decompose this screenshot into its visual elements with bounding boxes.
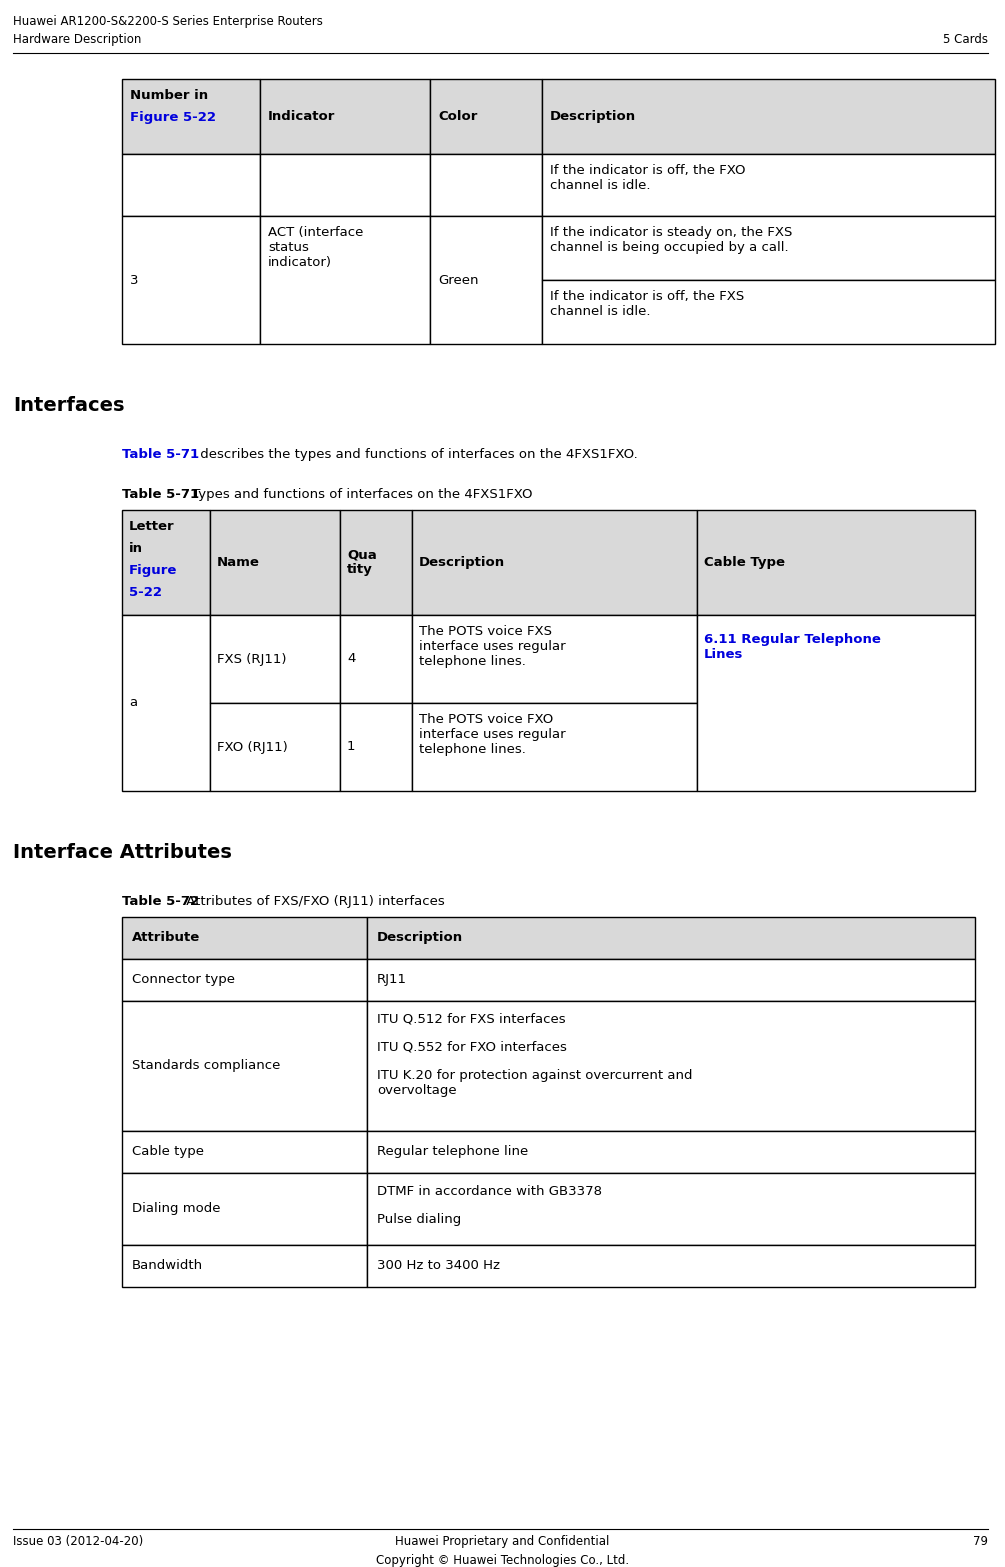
Bar bbox=[542, 280, 995, 345]
Text: The POTS voice FXS
interface uses regular
telephone lines.: The POTS voice FXS interface uses regula… bbox=[419, 625, 566, 668]
Text: Description: Description bbox=[419, 556, 506, 569]
Bar bbox=[260, 216, 430, 345]
Text: Regular telephone line: Regular telephone line bbox=[377, 1145, 529, 1158]
Text: Attributes of FXS/FXO (RJ11) interfaces: Attributes of FXS/FXO (RJ11) interfaces bbox=[182, 895, 445, 907]
Text: Copyright © Huawei Technologies Co., Ltd.: Copyright © Huawei Technologies Co., Ltd… bbox=[376, 1554, 629, 1567]
Bar bbox=[367, 1001, 975, 1131]
Text: If the indicator is steady on, the FXS
channel is being occupied by a call.: If the indicator is steady on, the FXS c… bbox=[550, 226, 792, 254]
Bar bbox=[210, 509, 340, 614]
Text: a: a bbox=[129, 696, 137, 710]
Text: Indicator: Indicator bbox=[268, 110, 336, 122]
Text: 1: 1 bbox=[347, 741, 356, 754]
Text: Number in: Number in bbox=[130, 89, 208, 102]
Bar bbox=[367, 1246, 975, 1287]
Text: 6.11 Regular Telephone
Lines: 6.11 Regular Telephone Lines bbox=[704, 633, 880, 661]
Bar bbox=[367, 1131, 975, 1174]
Text: If the indicator is off, the FXS
channel is idle.: If the indicator is off, the FXS channel… bbox=[550, 290, 745, 318]
Bar bbox=[122, 1174, 367, 1246]
Text: Table 5-71: Table 5-71 bbox=[122, 448, 199, 461]
Text: Letter: Letter bbox=[129, 520, 175, 533]
Text: Green: Green bbox=[438, 274, 478, 287]
Bar bbox=[340, 704, 412, 791]
Bar bbox=[430, 78, 542, 154]
Bar bbox=[367, 1174, 975, 1246]
Bar bbox=[260, 78, 430, 154]
Text: Attribute: Attribute bbox=[132, 931, 200, 945]
Bar bbox=[542, 78, 995, 154]
Text: RJ11: RJ11 bbox=[377, 973, 407, 987]
Text: 79: 79 bbox=[973, 1536, 988, 1548]
Text: FXS (RJ11): FXS (RJ11) bbox=[217, 652, 286, 666]
Text: FXO (RJ11): FXO (RJ11) bbox=[217, 741, 287, 754]
Bar bbox=[122, 509, 210, 614]
Bar bbox=[412, 614, 697, 704]
Text: Bandwidth: Bandwidth bbox=[132, 1260, 203, 1272]
Text: 3: 3 bbox=[130, 274, 139, 287]
Text: Qua
tity: Qua tity bbox=[347, 548, 377, 577]
Text: 5-22: 5-22 bbox=[129, 586, 162, 599]
Bar bbox=[122, 1001, 367, 1131]
Bar bbox=[260, 154, 430, 216]
Bar bbox=[430, 216, 542, 345]
Bar bbox=[430, 154, 542, 216]
Bar bbox=[340, 509, 412, 614]
Text: ITU Q.552 for FXO interfaces: ITU Q.552 for FXO interfaces bbox=[377, 1040, 567, 1055]
Text: Color: Color bbox=[438, 110, 477, 122]
Text: Connector type: Connector type bbox=[132, 973, 235, 987]
Bar bbox=[697, 614, 975, 791]
Text: Standards compliance: Standards compliance bbox=[132, 1059, 280, 1072]
Text: Cable type: Cable type bbox=[132, 1145, 204, 1158]
Text: 300 Hz to 3400 Hz: 300 Hz to 3400 Hz bbox=[377, 1260, 500, 1272]
Bar bbox=[542, 154, 995, 216]
Text: Cable Type: Cable Type bbox=[704, 556, 785, 569]
Text: Huawei Proprietary and Confidential: Huawei Proprietary and Confidential bbox=[395, 1536, 610, 1548]
Bar bbox=[122, 917, 367, 959]
Text: in: in bbox=[129, 542, 143, 555]
Bar bbox=[122, 1131, 367, 1174]
Text: Huawei AR1200-S&2200-S Series Enterprise Routers: Huawei AR1200-S&2200-S Series Enterprise… bbox=[13, 16, 323, 28]
Bar bbox=[697, 509, 975, 614]
Text: Description: Description bbox=[550, 110, 636, 122]
Bar bbox=[122, 1246, 367, 1287]
Text: ITU Q.512 for FXS interfaces: ITU Q.512 for FXS interfaces bbox=[377, 1012, 566, 1026]
Text: Issue 03 (2012-04-20): Issue 03 (2012-04-20) bbox=[13, 1536, 144, 1548]
Bar bbox=[367, 917, 975, 959]
Text: describes the types and functions of interfaces on the 4FXS1FXO.: describes the types and functions of int… bbox=[196, 448, 638, 461]
Text: Description: Description bbox=[377, 931, 463, 945]
Text: Interfaces: Interfaces bbox=[13, 396, 125, 415]
Bar bbox=[122, 78, 260, 154]
Text: If the indicator is off, the FXO
channel is idle.: If the indicator is off, the FXO channel… bbox=[550, 165, 746, 193]
Text: Pulse dialing: Pulse dialing bbox=[377, 1213, 461, 1225]
Bar bbox=[210, 704, 340, 791]
Bar bbox=[210, 614, 340, 704]
Text: Interface Attributes: Interface Attributes bbox=[13, 843, 232, 862]
Text: Figure 5-22: Figure 5-22 bbox=[130, 111, 216, 124]
Bar bbox=[542, 216, 995, 280]
Text: Hardware Description: Hardware Description bbox=[13, 33, 142, 45]
Bar bbox=[340, 614, 412, 704]
Text: The POTS voice FXO
interface uses regular
telephone lines.: The POTS voice FXO interface uses regula… bbox=[419, 713, 566, 755]
Text: Table 5-71: Table 5-71 bbox=[122, 487, 199, 501]
Text: ACT (interface
status
indicator): ACT (interface status indicator) bbox=[268, 226, 364, 270]
Text: 4: 4 bbox=[347, 652, 356, 666]
Text: Figure: Figure bbox=[129, 564, 177, 577]
Text: ITU K.20 for protection against overcurrent and
overvoltage: ITU K.20 for protection against overcurr… bbox=[377, 1069, 692, 1097]
Bar bbox=[412, 509, 697, 614]
Bar bbox=[122, 959, 367, 1001]
Bar bbox=[367, 959, 975, 1001]
Text: Table 5-72: Table 5-72 bbox=[122, 895, 199, 907]
Bar bbox=[122, 216, 260, 345]
Bar bbox=[412, 704, 697, 791]
Text: 5 Cards: 5 Cards bbox=[943, 33, 988, 45]
Bar bbox=[122, 154, 260, 216]
Text: Dialing mode: Dialing mode bbox=[132, 1202, 220, 1216]
Text: Name: Name bbox=[217, 556, 260, 569]
Text: Types and functions of interfaces on the 4FXS1FXO: Types and functions of interfaces on the… bbox=[188, 487, 533, 501]
Text: DTMF in accordance with GB3378: DTMF in accordance with GB3378 bbox=[377, 1185, 602, 1199]
Bar bbox=[122, 614, 210, 791]
